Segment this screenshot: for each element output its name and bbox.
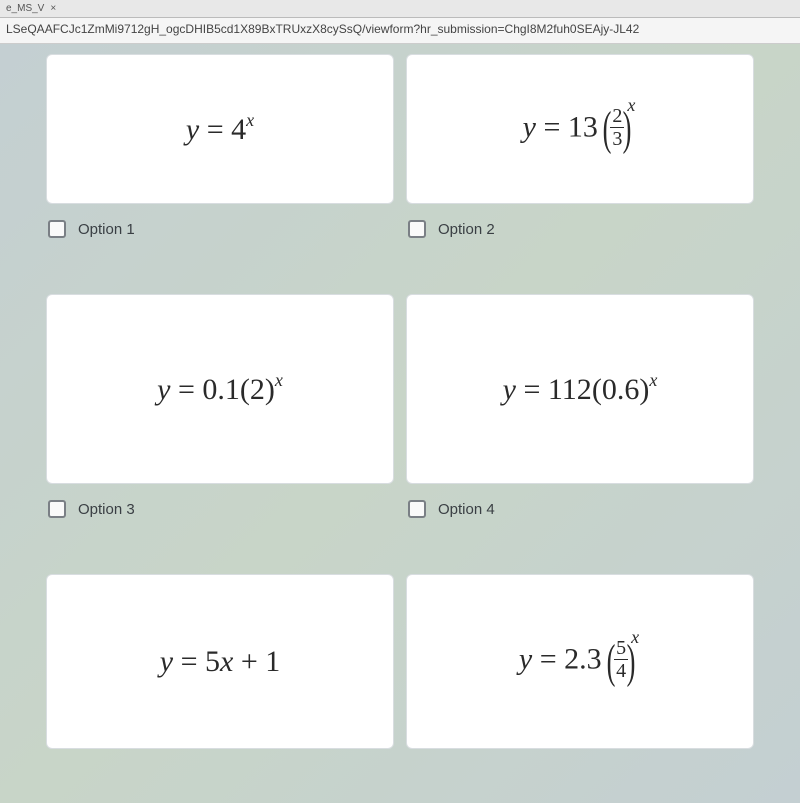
option-cell-5: y = 5x + 1 — [40, 574, 400, 803]
option-cell-4: y = 112(0.6)x Option 4 — [400, 294, 760, 574]
equation-3: y = 0.1(2)x — [157, 372, 283, 407]
checkbox-option-1[interactable] — [48, 220, 66, 238]
equation-6: y = 2.3 (54)x — [519, 640, 641, 683]
equation-card-3[interactable]: y = 0.1(2)x — [46, 294, 394, 484]
option-row-4[interactable]: Option 4 — [406, 496, 754, 532]
equation-card-4[interactable]: y = 112(0.6)x — [406, 294, 754, 484]
options-grid: y = 4x Option 1 y = 13 (23)x Option 2 — [40, 54, 760, 803]
tab-close-icon[interactable]: × — [50, 3, 56, 14]
browser-tab-bar: e_MS_V × — [0, 0, 800, 18]
option-label-3: Option 3 — [78, 501, 135, 518]
equation-card-6[interactable]: y = 2.3 (54)x — [406, 574, 754, 749]
tab-title-fragment: e_MS_V — [6, 3, 44, 14]
equation-1: y = 4x — [186, 112, 254, 147]
option-row-3[interactable]: Option 3 — [46, 496, 394, 532]
form-content: y = 4x Option 1 y = 13 (23)x Option 2 — [0, 44, 800, 803]
option-label-4: Option 4 — [438, 501, 495, 518]
option-row-2[interactable]: Option 2 — [406, 216, 754, 252]
checkbox-option-3[interactable] — [48, 500, 66, 518]
option-label-2: Option 2 — [438, 221, 495, 238]
equation-4: y = 112(0.6)x — [503, 372, 658, 407]
option-cell-6: y = 2.3 (54)x — [400, 574, 760, 803]
equation-card-2[interactable]: y = 13 (23)x — [406, 54, 754, 204]
option-cell-3: y = 0.1(2)x Option 3 — [40, 294, 400, 574]
equation-5: y = 5x + 1 — [160, 645, 281, 679]
option-row-1[interactable]: Option 1 — [46, 216, 394, 252]
url-text: LSeQAAFCJc1ZmMi9712gH_ogcDHIB5cd1X89BxTR… — [6, 22, 639, 36]
option-cell-1: y = 4x Option 1 — [40, 54, 400, 294]
equation-card-5[interactable]: y = 5x + 1 — [46, 574, 394, 749]
equation-2: y = 13 (23)x — [523, 108, 638, 151]
equation-card-1[interactable]: y = 4x — [46, 54, 394, 204]
url-bar[interactable]: LSeQAAFCJc1ZmMi9712gH_ogcDHIB5cd1X89BxTR… — [0, 18, 800, 44]
checkbox-option-4[interactable] — [408, 500, 426, 518]
checkbox-option-2[interactable] — [408, 220, 426, 238]
option-cell-2: y = 13 (23)x Option 2 — [400, 54, 760, 294]
option-label-1: Option 1 — [78, 221, 135, 238]
